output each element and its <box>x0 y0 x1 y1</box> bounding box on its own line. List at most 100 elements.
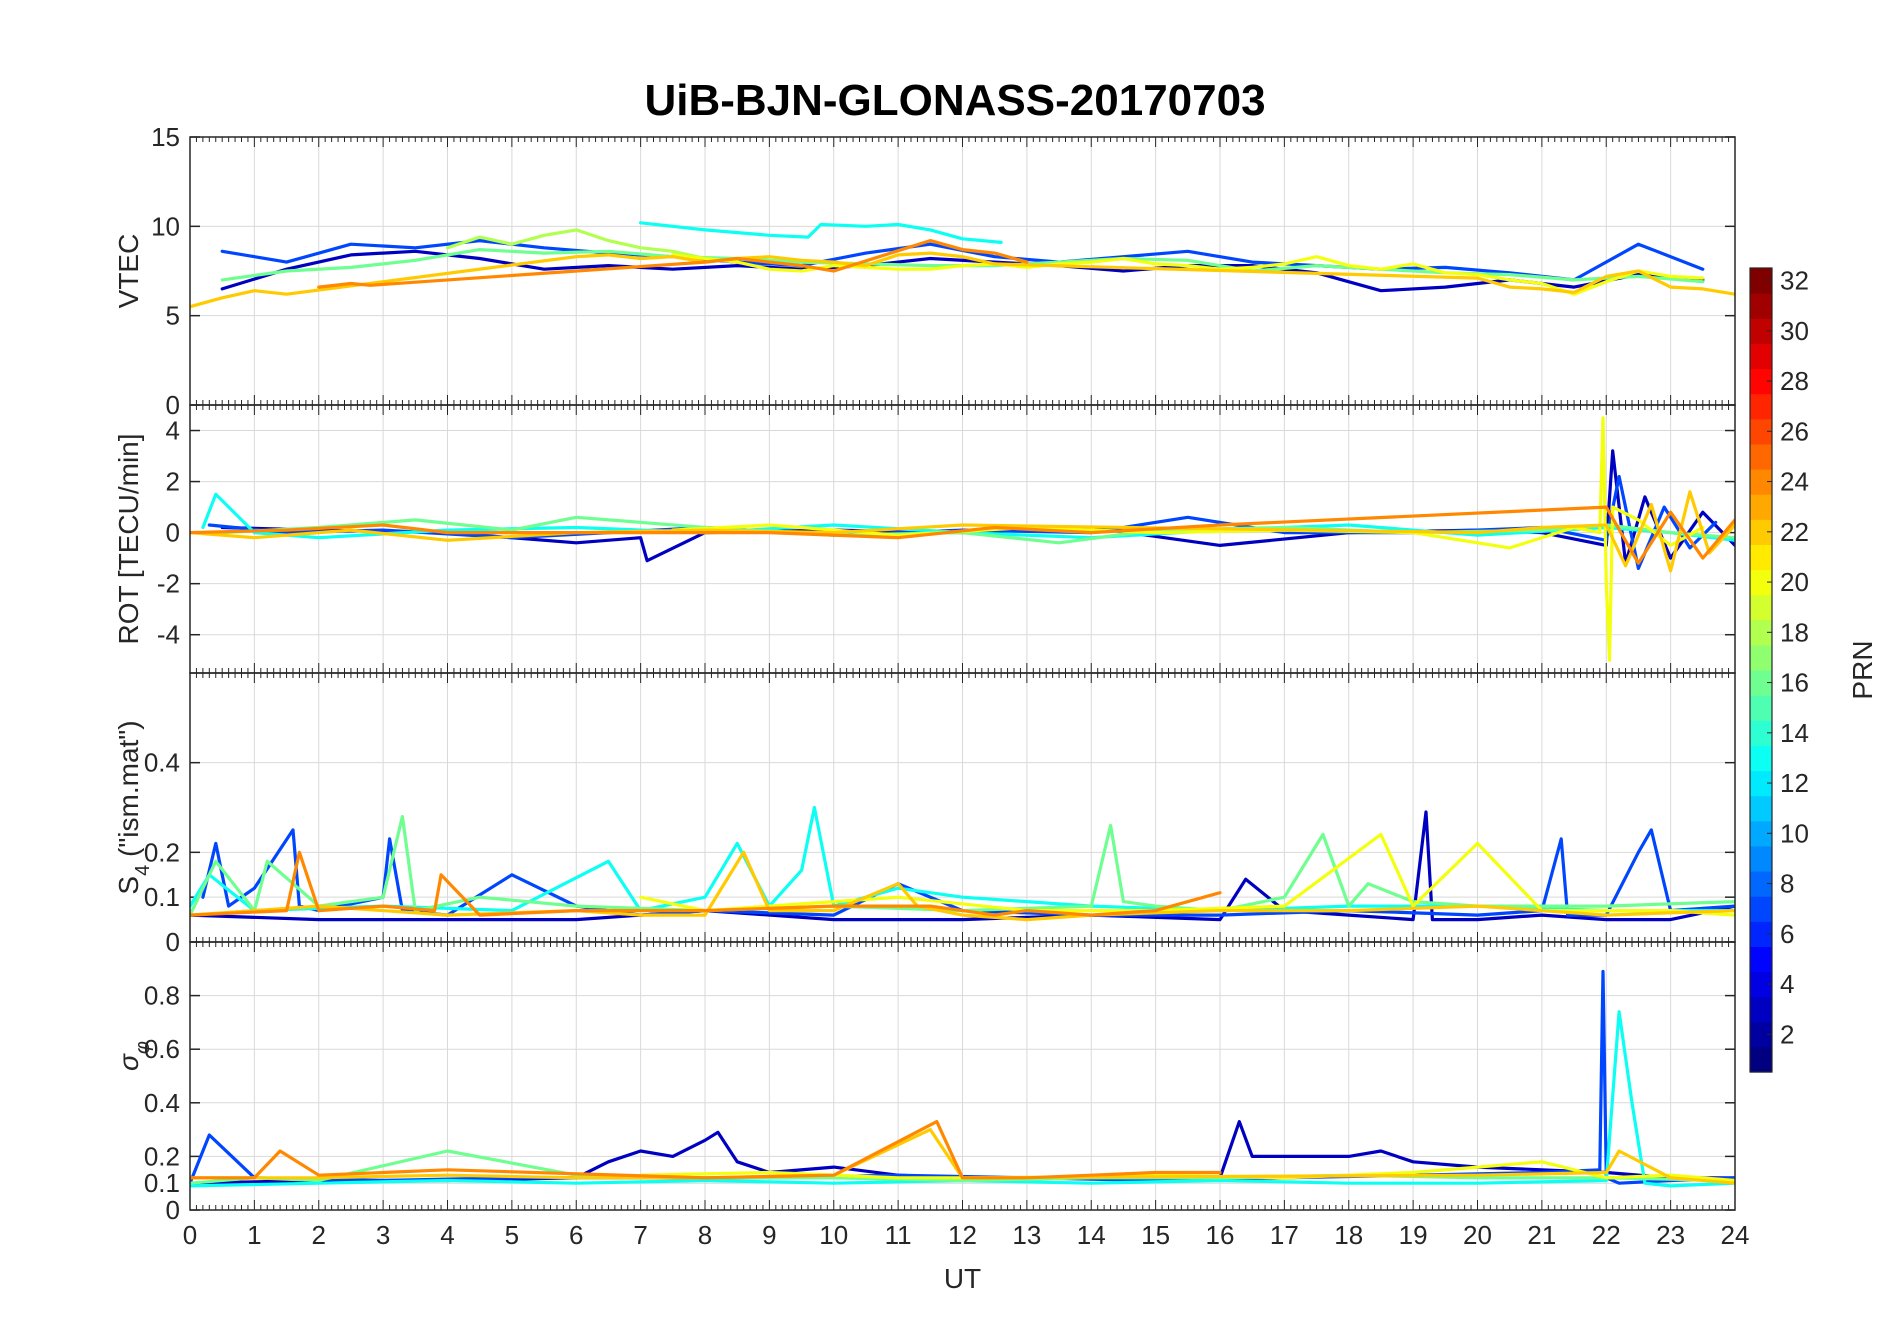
x-tick-label: 22 <box>1592 1220 1621 1250</box>
x-tick-label: 24 <box>1721 1220 1750 1250</box>
y-tick-label: 5 <box>166 301 180 331</box>
x-tick-label: 19 <box>1399 1220 1428 1250</box>
colorbar-tick-label: 26 <box>1780 416 1809 446</box>
panel-sigma_phi: 00.10.2 0.4 0.6 0.8 σφ <box>113 941 1736 1225</box>
x-tick-label: 15 <box>1141 1220 1170 1250</box>
colorbar-tick-label: 16 <box>1780 668 1809 698</box>
colorbar-tick-label: 20 <box>1780 567 1809 597</box>
x-tick-label: 16 <box>1206 1220 1235 1250</box>
colorbar-swatch <box>1750 519 1772 545</box>
series-group <box>190 221 1735 309</box>
colorbar-tick-label: 4 <box>1780 969 1794 999</box>
colorbar-tick-label: 2 <box>1780 1019 1794 1049</box>
colorbar-swatch <box>1750 368 1772 395</box>
series-line-prn-24 <box>190 505 1735 565</box>
x-tick-label: 23 <box>1656 1220 1685 1250</box>
y-tick-label: 0.4 <box>144 1088 180 1118</box>
axes-frame <box>189 941 1736 1211</box>
series-line-prn-24 <box>190 1120 1222 1180</box>
x-tick-label: 4 <box>440 1220 454 1250</box>
x-tick-label: 1 <box>247 1220 261 1250</box>
y-tick-label: -2 <box>157 569 180 599</box>
y-tick-label: 0 <box>166 390 180 420</box>
colorbar-tick-label: 28 <box>1780 366 1809 396</box>
y-tick-label: 0.4 <box>144 748 180 778</box>
y-tick-label: 0 <box>166 518 180 548</box>
series-line-prn-16 <box>190 814 1735 917</box>
y-tick-label: 0.6 <box>144 1034 180 1064</box>
colorbar-swatch <box>1750 845 1772 872</box>
y-tick-label: 0 <box>166 927 180 957</box>
y-tick-label: 15 <box>151 122 180 152</box>
colorbar-swatch <box>1750 745 1772 772</box>
colorbar-swatch <box>1750 871 1772 897</box>
series-line-prn-7 <box>201 828 1735 917</box>
y-tick-label: 0.2 <box>144 837 180 867</box>
series-line-prn-20 <box>639 1160 1735 1183</box>
colorbar-tick-label: 24 <box>1780 467 1809 497</box>
colorbar-swatch <box>1750 443 1772 470</box>
colorbar-swatch <box>1750 594 1772 621</box>
x-tick-label: 17 <box>1270 1220 1299 1250</box>
x-tick-label: 0 <box>183 1220 197 1250</box>
series-line-prn-24 <box>190 850 1222 917</box>
series-group <box>190 969 1735 1188</box>
colorbar-tick-label: 10 <box>1780 818 1809 848</box>
colorbar-swatch <box>1750 670 1772 696</box>
colorbar-tick-label: 6 <box>1780 919 1794 949</box>
y-tick-label: 4 <box>166 416 180 446</box>
colorbar-swatch <box>1750 544 1772 571</box>
colorbar-swatch <box>1750 946 1772 973</box>
x-tick-label: 12 <box>948 1220 977 1250</box>
colorbar-swatch <box>1750 820 1772 847</box>
series-line-prn-22 <box>190 490 1735 573</box>
colorbar-swatch <box>1750 644 1772 671</box>
colorbar-swatch <box>1750 896 1772 922</box>
series-line-prn-20 <box>639 832 1735 917</box>
x-tick-label: 2 <box>312 1220 326 1250</box>
y-axis-label: σφ <box>113 1041 154 1071</box>
y-tick-label: 10 <box>151 211 180 241</box>
y-tick-label: 0.8 <box>144 981 180 1011</box>
colorbar-swatch <box>1750 619 1772 646</box>
series-group <box>190 416 1735 662</box>
colorbar-tick-label: 18 <box>1780 617 1809 647</box>
colorbar-swatch <box>1750 343 1772 370</box>
y-axis-label: VTEC <box>113 234 144 309</box>
chart-title: UiB-BJN-GLONASS-20170703 <box>644 76 1265 125</box>
colorbar-swatch <box>1750 318 1772 344</box>
series-line-prn-22 <box>190 850 1735 922</box>
colorbar-swatch <box>1750 795 1772 822</box>
colorbar-swatch <box>1750 569 1772 596</box>
y-tick-label: -4 <box>157 620 180 650</box>
colorbar-tick-label: 30 <box>1780 316 1809 346</box>
colorbar-swatch <box>1750 418 1772 445</box>
colorbar-frame <box>1749 267 1773 1073</box>
series-line-prn-22 <box>190 1128 1735 1185</box>
series-group <box>190 805 1735 922</box>
colorbar-tick-label: 8 <box>1780 869 1794 899</box>
y-tick-label: 0.1 <box>144 882 180 912</box>
y-tick-label: 0 <box>166 1195 180 1225</box>
x-tick-label: 7 <box>633 1220 647 1250</box>
x-tick-label: 5 <box>505 1220 519 1250</box>
x-tick-label: 13 <box>1012 1220 1041 1250</box>
series-line-prn-13 <box>190 1010 1735 1188</box>
colorbar-swatch <box>1750 770 1772 797</box>
colorbar-tick-label: 32 <box>1780 266 1809 296</box>
x-tick-label: 21 <box>1527 1220 1556 1250</box>
x-tick-label: 18 <box>1334 1220 1363 1250</box>
series-line-prn-18 <box>445 228 707 261</box>
x-tick-label: 14 <box>1077 1220 1106 1250</box>
colorbar-swatch <box>1750 1046 1772 1073</box>
y-tick-label: 0.2 <box>144 1141 180 1171</box>
x-tick-label: 3 <box>376 1220 390 1250</box>
x-tick-label: 9 <box>762 1220 776 1250</box>
colorbar-tick-label: 12 <box>1780 768 1809 798</box>
y-axis-label: ROT [TECU/min] <box>113 433 144 644</box>
colorbar-swatch <box>1750 996 1772 1023</box>
colorbar-swatch <box>1750 720 1772 746</box>
colorbar-swatch <box>1750 293 1772 319</box>
colorbar-swatch <box>1750 1021 1772 1048</box>
